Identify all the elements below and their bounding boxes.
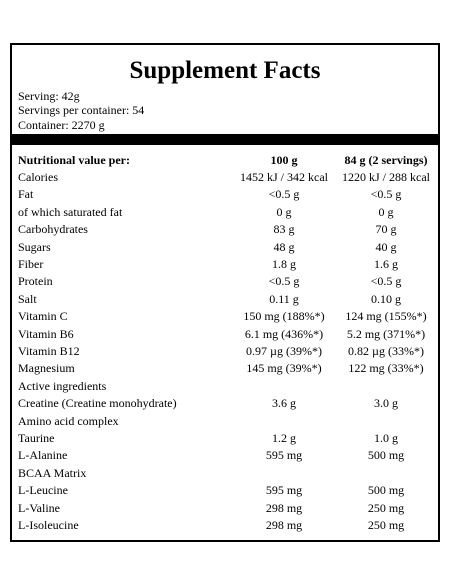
table-row: L-Isoleucine 298 mg 250 mg (18, 517, 432, 534)
row-name: Fiber (18, 257, 44, 271)
servings-per-container: Servings per container: 54 (18, 103, 145, 117)
table-row: Taurine 1.2 g 1.0 g (18, 430, 432, 447)
table-row: of which saturated fat 0 g 0 g (18, 204, 432, 221)
row-value-per-serving: 124 mg (155%*) (345, 309, 427, 324)
row-value-per-100g: 595 mg (265, 483, 303, 498)
row-name: Amino acid complex (18, 413, 119, 428)
table-row: Vitamin B12 0.97 µg (39%*) 0.82 µg (33%*) (18, 343, 432, 360)
supplement-facts-panel: Supplement Facts Serving: 42g Servings p… (10, 43, 440, 542)
row-value-per-100g: 298 mg (265, 518, 303, 532)
row-value-per-serving: 1.0 g (374, 431, 398, 445)
row-value-per-100g: 145 mg (39%*) (246, 361, 322, 376)
container-weight: Container: 2270 g (18, 118, 105, 132)
row-value-per-serving: 0 g (378, 204, 394, 219)
row-value-per-100g: 6.1 mg (436%*) (244, 326, 324, 341)
table-row: Calories 1452 kJ / 342 kcal 1220 kJ / 288 … (18, 169, 432, 186)
table-row: Protein <0.5 g <0.5 g (18, 273, 432, 290)
header-per-100g: 100 g (270, 153, 298, 167)
row-value-per-100g: 1452 kJ / 342 kcal (240, 170, 328, 184)
table-row: L-Valine 298 mg 250 mg (18, 500, 432, 517)
row-value-per-serving: 0.10 g (371, 291, 401, 306)
row-name: Salt (18, 291, 37, 306)
table-row: Active ingredients (18, 378, 432, 395)
row-value-per-100g: 1.2 g (272, 431, 296, 445)
table-row: L-Alanine 595 mg 500 mg (18, 447, 432, 464)
row-value-per-serving: 122 mg (33%*) (348, 361, 424, 376)
row-name: L-Alanine (18, 448, 68, 463)
table-row: BCAA Matrix (18, 465, 432, 482)
table-row: Fat <0.5 g <0.5 g (18, 186, 432, 203)
row-name: BCAA Matrix (18, 465, 87, 480)
row-value-per-serving: <0.5 g (370, 187, 402, 202)
panel-title: Supplement Facts (129, 57, 321, 84)
row-value-per-100g: <0.5 g (268, 187, 300, 202)
row-value-per-serving: 500 mg (367, 448, 405, 463)
row-name: Calories (18, 170, 58, 184)
row-value-per-100g: 83 g (273, 222, 295, 237)
table-row: Magnesium 145 mg (39%*) 122 mg (33%*) (18, 360, 432, 377)
row-name: Protein (18, 274, 53, 289)
table-row: Carbohydrates 83 g 70 g (18, 221, 432, 238)
row-name: Sugars (18, 239, 51, 254)
row-value-per-serving: 500 mg (367, 483, 405, 498)
row-name: Creatine (Creatine monohydrate) (18, 396, 177, 411)
row-name: Fat (18, 187, 34, 202)
table-header-row: Nutritional value per: 100 g 84 g (2 ser… (18, 152, 432, 169)
table-row: Sugars 48 g 40 g (18, 239, 432, 256)
table-row: Salt 0.11 g 0.10 g (18, 291, 432, 308)
row-name: L-Leucine (18, 483, 68, 498)
row-name: Vitamin C (18, 309, 68, 324)
row-name: Carbohydrates (18, 222, 88, 237)
row-value-per-100g: 3.6 g (272, 396, 296, 411)
table-row: Creatine (Creatine monohydrate) 3.6 g 3.0 … (18, 395, 432, 412)
table-row: L-Leucine 595 mg 500 mg (18, 482, 432, 499)
row-name: Active ingredients (18, 378, 107, 393)
row-value-per-100g: 298 mg (265, 500, 303, 515)
header-nutritional-value: Nutritional value per: (18, 153, 130, 167)
row-value-per-serving: 1220 kJ / 288 kcal (342, 170, 430, 184)
row-name: of which saturated fat (18, 204, 123, 219)
row-value-per-serving: <0.5 g (370, 274, 402, 289)
row-value-per-100g: 595 mg (265, 448, 303, 463)
table-row: Vitamin B6 6.1 mg (436%*) 5.2 mg (371%*) (18, 326, 432, 343)
row-name: Taurine (18, 431, 55, 445)
serving-size: Serving: 42g (18, 89, 80, 103)
row-value-per-100g: 48 g (273, 239, 295, 254)
row-name: Magnesium (18, 361, 75, 376)
row-value-per-serving: 1.6 g (374, 257, 398, 271)
row-value-per-100g: 0.97 µg (39%*) (246, 344, 322, 358)
table-row: Vitamin C 150 mg (188%*) 124 mg (155%*) (18, 308, 432, 325)
row-value-per-serving: 5.2 mg (371%*) (346, 326, 426, 341)
header-per-serving: 84 g (2 servings) (344, 153, 428, 167)
row-name: L-Isoleucine (18, 518, 79, 532)
table-row: Amino acid complex (18, 413, 432, 430)
row-value-per-100g: 0 g (276, 204, 292, 219)
row-value-per-100g: 1.8 g (272, 257, 296, 271)
row-value-per-100g: 150 mg (188%*) (243, 309, 325, 324)
row-value-per-100g: 0.11 g (269, 291, 299, 306)
row-name: Vitamin B6 (18, 326, 74, 341)
row-value-per-serving: 70 g (375, 222, 397, 237)
row-name: Vitamin B12 (18, 344, 80, 358)
thick-divider (12, 134, 438, 145)
row-value-per-serving: 40 g (375, 239, 397, 254)
table-row: Fiber 1.8 g 1.6 g (18, 256, 432, 273)
row-value-per-serving: 250 mg (367, 518, 405, 532)
row-value-per-100g: <0.5 g (268, 274, 300, 289)
row-name: L-Valine (18, 500, 60, 515)
row-value-per-serving: 3.0 g (374, 396, 398, 411)
row-value-per-serving: 0.82 µg (33%*) (348, 344, 424, 358)
row-value-per-serving: 250 mg (367, 500, 405, 515)
